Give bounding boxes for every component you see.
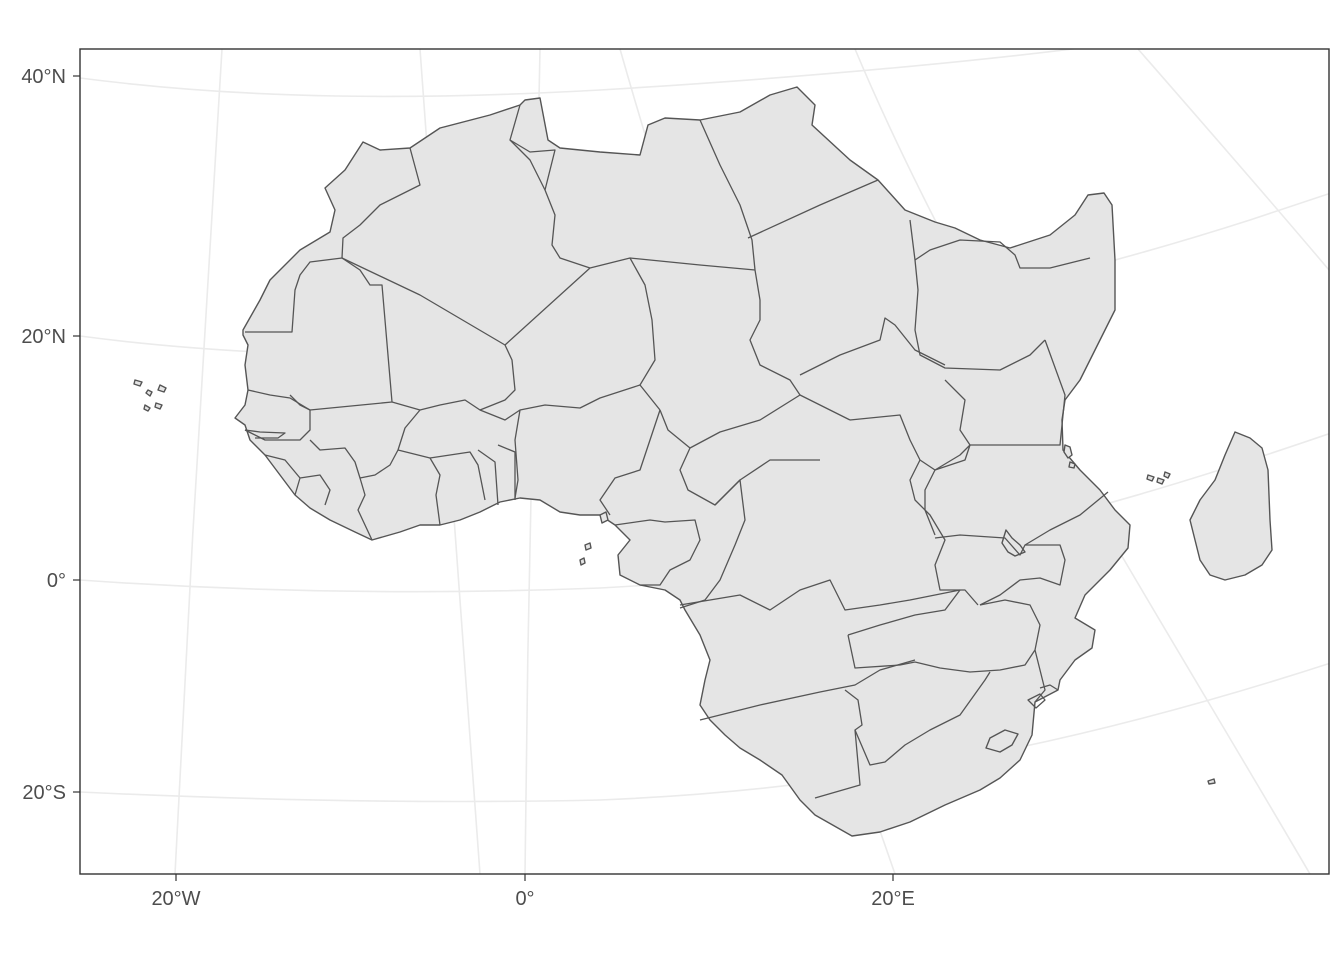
border-drc-east	[909, 459, 979, 606]
border-zambia-zimbabwe	[847, 589, 961, 669]
border-angola-namibia	[699, 659, 916, 721]
africa-landmass	[234, 86, 1131, 837]
meridian-20w	[174, 49, 223, 874]
y-axis-labels: 40°N 20°N 0° 20°S	[21, 66, 66, 804]
comoros-islands	[1146, 471, 1171, 485]
border-ethiopia-kenya	[924, 444, 971, 536]
border-sudan-south-sudan	[799, 317, 946, 376]
lon-label-20w: 20°W	[151, 888, 200, 910]
border-gabon-congo	[614, 519, 701, 586]
border-botswana-south-africa	[854, 671, 991, 766]
meridian-30e	[1137, 49, 1329, 271]
border-tanzania-zambia-malawi	[914, 599, 1041, 673]
border-eritrea	[914, 239, 1091, 269]
lesotho	[985, 729, 1019, 753]
border-gambia-strip	[244, 429, 286, 439]
border-algeria-tunisia-libya	[509, 104, 591, 269]
sao-tome-island	[579, 542, 592, 566]
border-guinea	[309, 409, 421, 479]
x-axis-labels: 20°W 0° 20°E	[151, 888, 914, 910]
lat-label-0: 0°	[47, 570, 66, 592]
border-egypt-sudan	[747, 179, 879, 239]
bioko-island	[599, 511, 609, 524]
madagascar	[1189, 431, 1273, 581]
border-tunisia	[509, 139, 556, 191]
mauritius-island	[1207, 778, 1216, 785]
border-liberia-ivory-coast	[357, 449, 441, 541]
panel-border	[79, 48, 1330, 875]
border-ethiopia-somalia	[944, 339, 1066, 446]
cape-verde-islands	[133, 379, 167, 412]
border-benin-nigeria	[514, 409, 521, 499]
border-namibia-botswana	[814, 689, 863, 799]
border-congo-drc	[679, 479, 746, 609]
border-chad-sudan	[749, 269, 801, 396]
parallel-20s	[80, 662, 1329, 803]
border-sudan-ethiopia-eritrea	[909, 219, 1046, 371]
border-niger-chad	[629, 257, 661, 411]
border-western-sahara	[245, 257, 343, 333]
border-mauritania	[289, 257, 393, 411]
border-libya-chad-niger	[589, 257, 756, 271]
lat-label-20s: 20°S	[22, 782, 66, 804]
border-libya-egypt	[699, 119, 756, 271]
socotra-dahlak-islands	[1063, 444, 1076, 469]
lat-label-20n: 20°N	[21, 326, 66, 348]
border-algeria-mali-niger	[341, 257, 591, 346]
border-uganda-kenya-tanzania	[934, 534, 1066, 606]
land-layer	[133, 86, 1273, 837]
country-borders	[244, 104, 1109, 799]
border-morocco-algeria	[341, 147, 421, 259]
border-mali-burkina-niger	[391, 384, 641, 421]
border-guinea-bissau-sierra-leone	[264, 454, 331, 506]
x-axis-ticks	[175, 874, 894, 881]
lon-label-0: 0°	[515, 888, 534, 910]
border-nigeria-cameroon	[599, 409, 661, 516]
border-kenya-somalia	[1024, 491, 1109, 546]
border-senegal-gambia	[244, 389, 311, 441]
border-chad-car	[659, 394, 851, 449]
border-mali-niger	[479, 344, 516, 411]
lat-label-40n: 40°N	[21, 66, 66, 88]
lon-label-20e: 20°E	[871, 888, 915, 910]
border-burkina-ghana-togo-benin	[429, 444, 516, 506]
border-swaziland	[1027, 693, 1046, 709]
border-mozambique	[1034, 649, 1059, 703]
y-axis-ticks	[73, 75, 80, 793]
border-drc-angola-zambia	[679, 579, 961, 611]
parallel-40n	[80, 49, 1079, 98]
